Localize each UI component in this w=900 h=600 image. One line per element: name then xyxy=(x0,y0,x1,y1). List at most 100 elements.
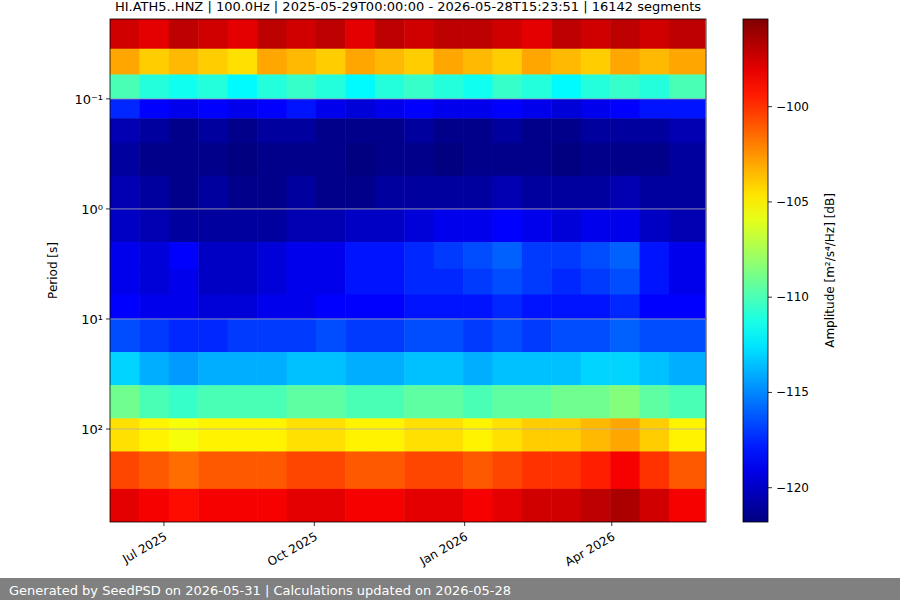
cell xyxy=(640,143,670,177)
cell xyxy=(610,269,640,295)
cell xyxy=(463,319,493,353)
cell xyxy=(316,242,346,269)
cell xyxy=(139,418,169,452)
cell xyxy=(257,385,287,419)
cell xyxy=(110,209,140,243)
cell xyxy=(610,295,640,320)
cell xyxy=(522,295,552,320)
cell xyxy=(287,295,317,320)
cell xyxy=(551,19,581,49)
cell xyxy=(257,451,287,489)
cell xyxy=(169,269,199,295)
cell xyxy=(669,242,705,269)
cell xyxy=(287,19,317,49)
cell xyxy=(640,352,670,386)
cell xyxy=(375,176,405,210)
cell xyxy=(581,49,611,75)
cell xyxy=(345,242,375,269)
cell xyxy=(434,385,464,419)
cell xyxy=(610,319,640,353)
cell xyxy=(345,385,375,419)
colorbar-tick-label: −100 xyxy=(776,100,809,114)
cell xyxy=(316,489,346,522)
cell xyxy=(551,269,581,295)
cell xyxy=(139,143,169,177)
cell xyxy=(345,319,375,353)
cell xyxy=(522,19,552,49)
cell xyxy=(228,418,258,452)
cell xyxy=(287,242,317,269)
cell xyxy=(110,295,140,320)
cell xyxy=(463,385,493,419)
colorbar-tick-label: −115 xyxy=(776,385,809,399)
cell xyxy=(110,385,140,419)
cell xyxy=(581,295,611,320)
cell xyxy=(404,74,434,99)
cell xyxy=(110,269,140,295)
cell xyxy=(110,319,140,353)
cell xyxy=(110,74,140,99)
cell xyxy=(669,451,705,489)
title: HI.ATH5..HNZ | 100.0Hz | 2025-05-29T00:0… xyxy=(115,0,701,14)
cell xyxy=(463,269,493,295)
colorbar-tick-label: −105 xyxy=(776,195,809,209)
cell xyxy=(110,143,140,177)
cell xyxy=(522,209,552,243)
cell xyxy=(287,49,317,75)
cell xyxy=(257,418,287,452)
cell xyxy=(375,451,405,489)
cell xyxy=(198,269,228,295)
grid-line xyxy=(110,318,706,319)
cell xyxy=(375,118,405,143)
cell xyxy=(110,176,140,210)
cell xyxy=(169,74,199,99)
cell xyxy=(169,489,199,522)
cell xyxy=(492,385,522,419)
cell xyxy=(316,418,346,452)
cell xyxy=(522,143,552,177)
cell xyxy=(257,99,287,119)
cell xyxy=(169,99,199,119)
cell xyxy=(316,269,346,295)
x-tick-label: Oct 2025 xyxy=(265,529,320,569)
cell xyxy=(139,118,169,143)
cell xyxy=(169,418,199,452)
cell xyxy=(492,451,522,489)
cell xyxy=(345,209,375,243)
cell xyxy=(551,489,581,522)
cell xyxy=(316,74,346,99)
cell xyxy=(581,269,611,295)
cell xyxy=(375,418,405,452)
cell xyxy=(316,385,346,419)
cell xyxy=(463,352,493,386)
cell xyxy=(669,209,705,243)
cell xyxy=(610,19,640,49)
cell xyxy=(169,451,199,489)
cell xyxy=(522,418,552,452)
cell xyxy=(610,209,640,243)
footer-text: Generated by SeedPSD on 2026-05-31 | Cal… xyxy=(9,583,511,598)
cell xyxy=(139,176,169,210)
cell xyxy=(110,49,140,75)
y-tick xyxy=(106,98,110,99)
cell xyxy=(110,352,140,386)
colorbar-tick-label: −110 xyxy=(776,290,809,304)
cell xyxy=(404,209,434,243)
cell xyxy=(581,489,611,522)
colorbar-tick xyxy=(768,201,772,202)
cell xyxy=(669,418,705,452)
cell xyxy=(434,295,464,320)
cell xyxy=(492,352,522,386)
cell xyxy=(139,19,169,49)
cell xyxy=(316,319,346,353)
cell xyxy=(581,74,611,99)
y-tick xyxy=(106,208,110,209)
cell xyxy=(139,489,169,522)
cell xyxy=(522,176,552,210)
cell xyxy=(345,19,375,49)
grid-line xyxy=(110,429,706,430)
cell xyxy=(287,209,317,243)
cell xyxy=(198,242,228,269)
cell xyxy=(640,385,670,419)
cell xyxy=(581,176,611,210)
